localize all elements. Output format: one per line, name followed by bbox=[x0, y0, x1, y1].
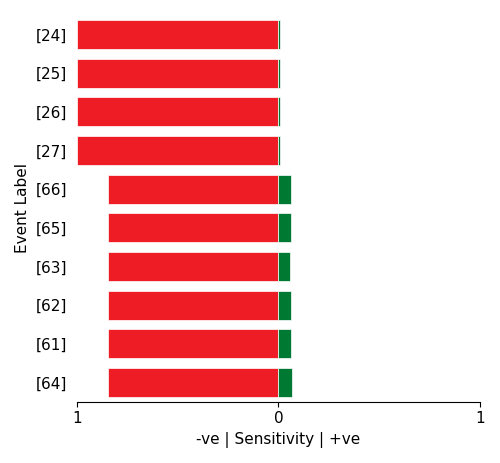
Bar bbox=[278, 58, 280, 88]
Bar bbox=[108, 252, 278, 281]
Bar bbox=[278, 136, 280, 165]
Y-axis label: Event Label: Event Label bbox=[15, 163, 30, 253]
Bar bbox=[77, 20, 278, 49]
Bar bbox=[278, 97, 280, 126]
Bar bbox=[77, 58, 278, 88]
Bar bbox=[77, 97, 278, 126]
Bar bbox=[278, 291, 291, 319]
Bar bbox=[108, 368, 278, 397]
Bar bbox=[278, 213, 291, 242]
Bar bbox=[108, 291, 278, 319]
Bar bbox=[108, 213, 278, 242]
Bar bbox=[108, 175, 278, 204]
Bar bbox=[278, 252, 290, 281]
Bar bbox=[278, 20, 280, 49]
X-axis label: -ve | Sensitivity | +ve: -ve | Sensitivity | +ve bbox=[196, 432, 360, 448]
Bar bbox=[278, 368, 292, 397]
Bar bbox=[108, 329, 278, 358]
Bar bbox=[278, 329, 291, 358]
Bar bbox=[278, 175, 291, 204]
Bar bbox=[77, 136, 278, 165]
